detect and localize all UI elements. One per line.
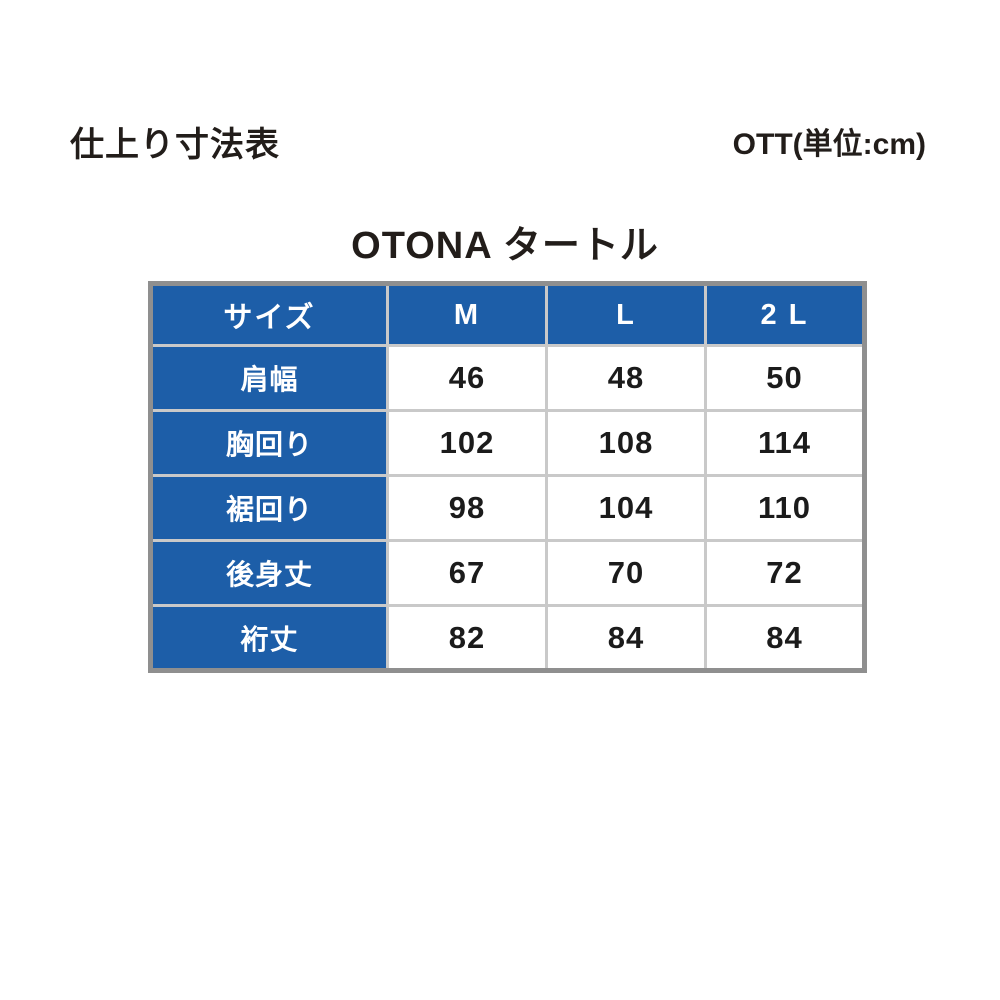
cell-value: 82	[386, 604, 548, 672]
cell-value: 72	[704, 539, 866, 607]
product-title: OTONA タートル	[351, 225, 659, 267]
row-label: 胸回り	[149, 409, 389, 477]
cell-value: 104	[545, 474, 707, 542]
cell-value: 50	[704, 344, 866, 412]
size-chart-table: サイズ M L 2 L 肩幅 46 48 50 胸回り 102 108 114 …	[148, 281, 867, 673]
table-row-hem: 裾回り 98 104 110	[149, 474, 866, 542]
column-header-m: M	[386, 282, 548, 347]
table-row-back-length: 後身丈 67 70 72	[149, 539, 866, 607]
cell-value: 114	[704, 409, 866, 477]
row-label: 後身丈	[149, 539, 389, 607]
unit-note: OTT(単位:cm)	[732, 128, 926, 161]
column-header-2l: 2 L	[704, 282, 866, 347]
cell-value: 98	[386, 474, 548, 542]
cell-value: 84	[545, 604, 707, 672]
cell-value: 67	[386, 539, 548, 607]
cell-value: 84	[704, 604, 866, 672]
cell-value: 108	[545, 409, 707, 477]
cell-value: 102	[386, 409, 548, 477]
cell-value: 46	[386, 344, 548, 412]
row-label: 肩幅	[149, 344, 389, 412]
table-row-chest: 胸回り 102 108 114	[149, 409, 866, 477]
row-label: 裾回り	[149, 474, 389, 542]
table-row-shoulder-width: 肩幅 46 48 50	[149, 344, 866, 412]
cell-value: 70	[545, 539, 707, 607]
header-row: サイズ M L 2 L	[149, 282, 866, 347]
cell-value: 110	[704, 474, 866, 542]
page-title: 仕上り寸法表	[70, 126, 280, 164]
row-label: 裄丈	[149, 604, 389, 672]
table-row-sleeve-length: 裄丈 82 84 84	[149, 604, 866, 672]
column-header-size: サイズ	[149, 282, 389, 347]
cell-value: 48	[545, 344, 707, 412]
column-header-l: L	[545, 282, 707, 347]
